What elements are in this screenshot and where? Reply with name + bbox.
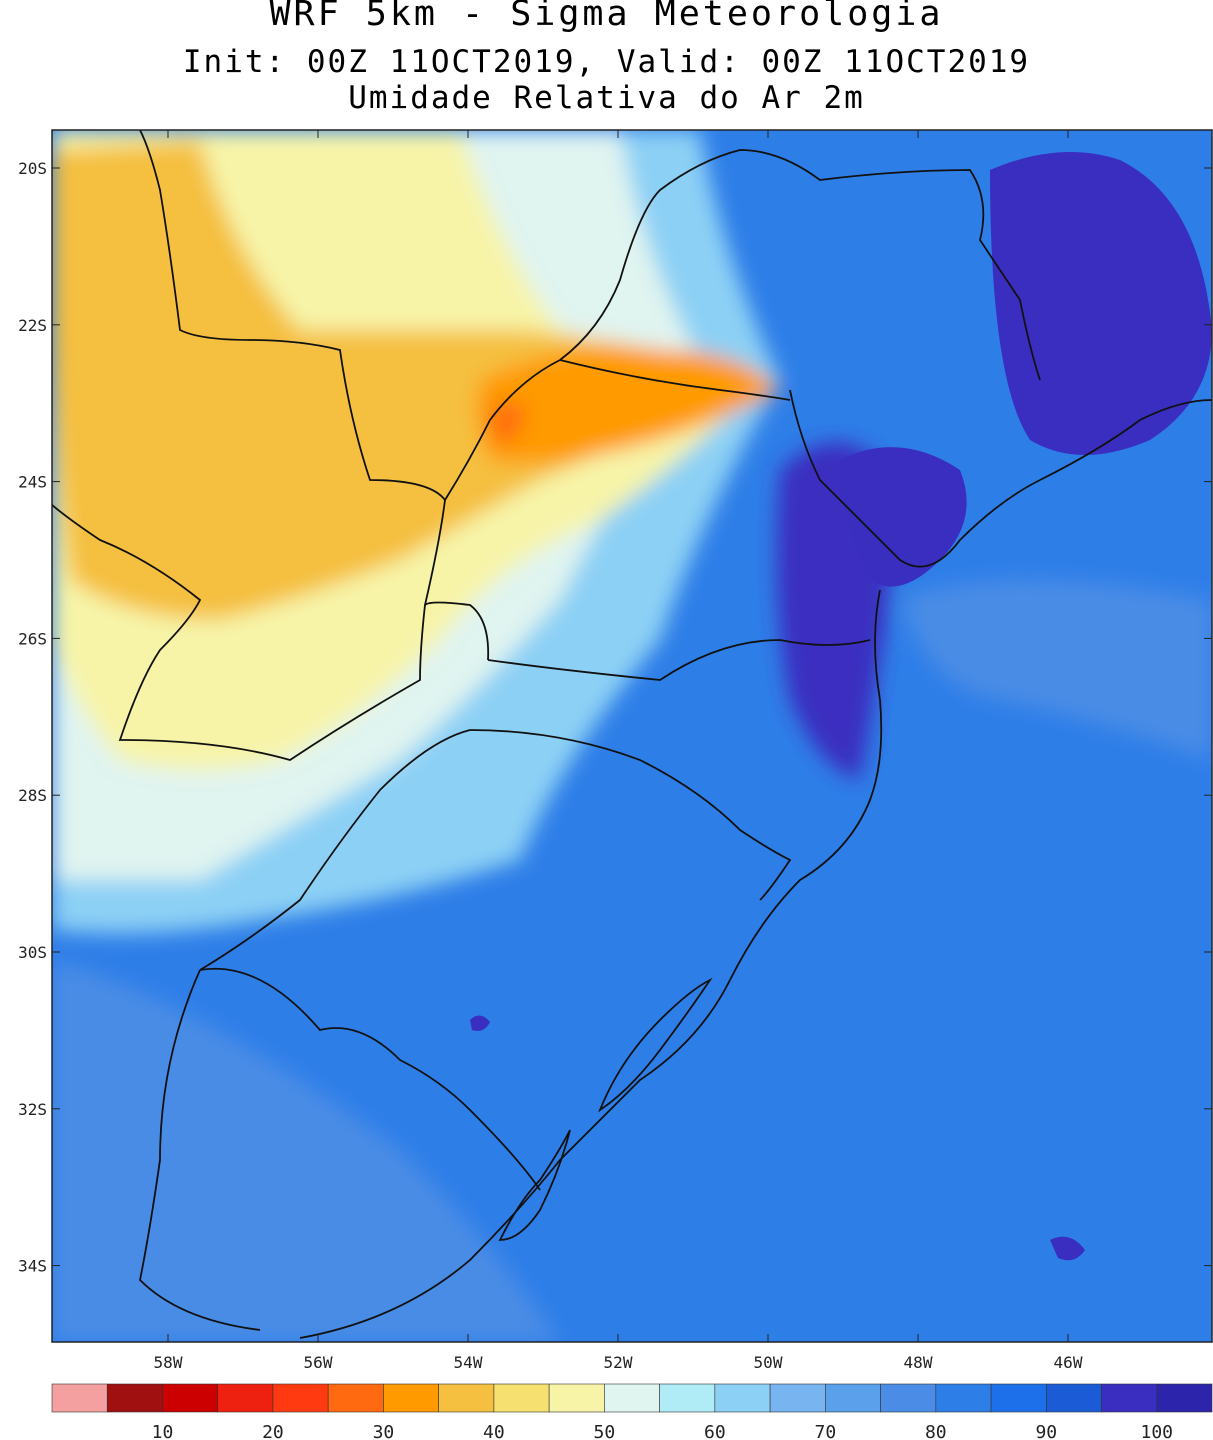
- lon-label: 58W: [154, 1353, 183, 1372]
- colorbar-swatch: [880, 1383, 937, 1413]
- lat-label: 26S: [18, 629, 47, 648]
- colorbar-label: 20: [262, 1422, 284, 1440]
- map-subtitle: Init: 00Z 11OCT2019, Valid: 00Z 11OCT201…: [182, 44, 1031, 80]
- map-title: WRF 5km - Sigma Meteorologia: [269, 0, 944, 34]
- colorbar-swatch: [1045, 1383, 1102, 1413]
- colorbar-swatch: [272, 1383, 329, 1413]
- colorbar-label: 10: [152, 1422, 174, 1440]
- plot-frame: [51, 129, 1213, 1343]
- lagoon-outline: [598, 977, 713, 1113]
- state-border: [139, 130, 446, 606]
- state-border: [199, 967, 541, 1191]
- lat-label: 32S: [18, 1100, 47, 1119]
- state-border: [199, 729, 471, 971]
- colorbar-swatch: [217, 1383, 274, 1413]
- field-region: [990, 152, 1212, 455]
- colorbar-swatch: [935, 1383, 992, 1413]
- colorbar-swatch: [327, 1383, 384, 1413]
- colorbar-label: 70: [814, 1422, 836, 1440]
- state-border: [487, 639, 871, 681]
- political-borders: [52, 130, 1212, 1339]
- field-region: [52, 960, 560, 1342]
- coastline: [299, 589, 883, 1339]
- field-region: [840, 447, 967, 587]
- state-border: [52, 504, 490, 761]
- colorbar-swatch: [769, 1383, 826, 1413]
- colorbar-label: 90: [1035, 1422, 1057, 1440]
- colorbar-swatch: [106, 1383, 163, 1413]
- lon-label: 52W: [604, 1353, 633, 1372]
- lat-label: 34S: [18, 1257, 47, 1276]
- latitude-axis: 20S 22S 24S 26S 28S 30S 32S 34S: [18, 159, 1212, 1276]
- coastline: [789, 389, 1212, 568]
- colorbar-swatch: [604, 1383, 660, 1413]
- colorbar-swatch: [714, 1383, 771, 1413]
- colorbar: 10 20 30 40 50 60 70 80 90 100: [51, 1383, 1213, 1440]
- humidity-field: [52, 130, 1212, 1342]
- state-border: [559, 359, 791, 401]
- colorbar-label: 40: [483, 1422, 505, 1440]
- lon-label: 46W: [1054, 1353, 1083, 1372]
- lon-label: 48W: [904, 1353, 933, 1372]
- state-border: [444, 149, 1041, 501]
- field-region: [491, 402, 525, 445]
- colorbar-label: 30: [373, 1422, 395, 1440]
- colorbar-swatch: [51, 1383, 108, 1413]
- colorbar-swatch: [493, 1383, 550, 1413]
- colorbar-swatch: [659, 1383, 716, 1413]
- field-region: [470, 1015, 490, 1031]
- colorbar-label: 100: [1141, 1422, 1174, 1440]
- colorbar-label: 50: [594, 1422, 616, 1440]
- colorbar-label: 60: [704, 1422, 726, 1440]
- colorbar-swatch: [383, 1383, 439, 1413]
- lat-label: 28S: [18, 786, 47, 805]
- state-border: [469, 729, 792, 901]
- field-region: [52, 140, 740, 620]
- colorbar-swatch: [162, 1383, 219, 1413]
- colorbar-swatch: [1101, 1383, 1158, 1413]
- lat-label: 24S: [18, 473, 47, 492]
- colorbar-swatch: [1156, 1383, 1213, 1413]
- lon-label: 56W: [304, 1353, 333, 1372]
- field-region: [476, 348, 780, 464]
- lat-label: 20S: [18, 159, 47, 178]
- map-variable: Umidade Relativa do Ar 2m: [348, 80, 865, 116]
- colorbar-swatch: [548, 1383, 605, 1413]
- colorbar-swatch: [990, 1383, 1047, 1413]
- colorbar-swatch: [438, 1383, 495, 1413]
- field-region: [1050, 1236, 1085, 1261]
- longitude-axis: 58W 56W 54W 52W 50W 48W 46W: [154, 130, 1083, 1372]
- lagoon-outline: [498, 1129, 571, 1241]
- lon-label: 50W: [754, 1353, 783, 1372]
- colorbar-swatch: [825, 1383, 881, 1413]
- field-region: [900, 580, 1212, 760]
- state-border: [139, 969, 261, 1331]
- lat-label: 22S: [18, 316, 47, 335]
- lat-label: 30S: [18, 943, 47, 962]
- lon-label: 54W: [454, 1353, 483, 1372]
- colorbar-label: 80: [925, 1422, 947, 1440]
